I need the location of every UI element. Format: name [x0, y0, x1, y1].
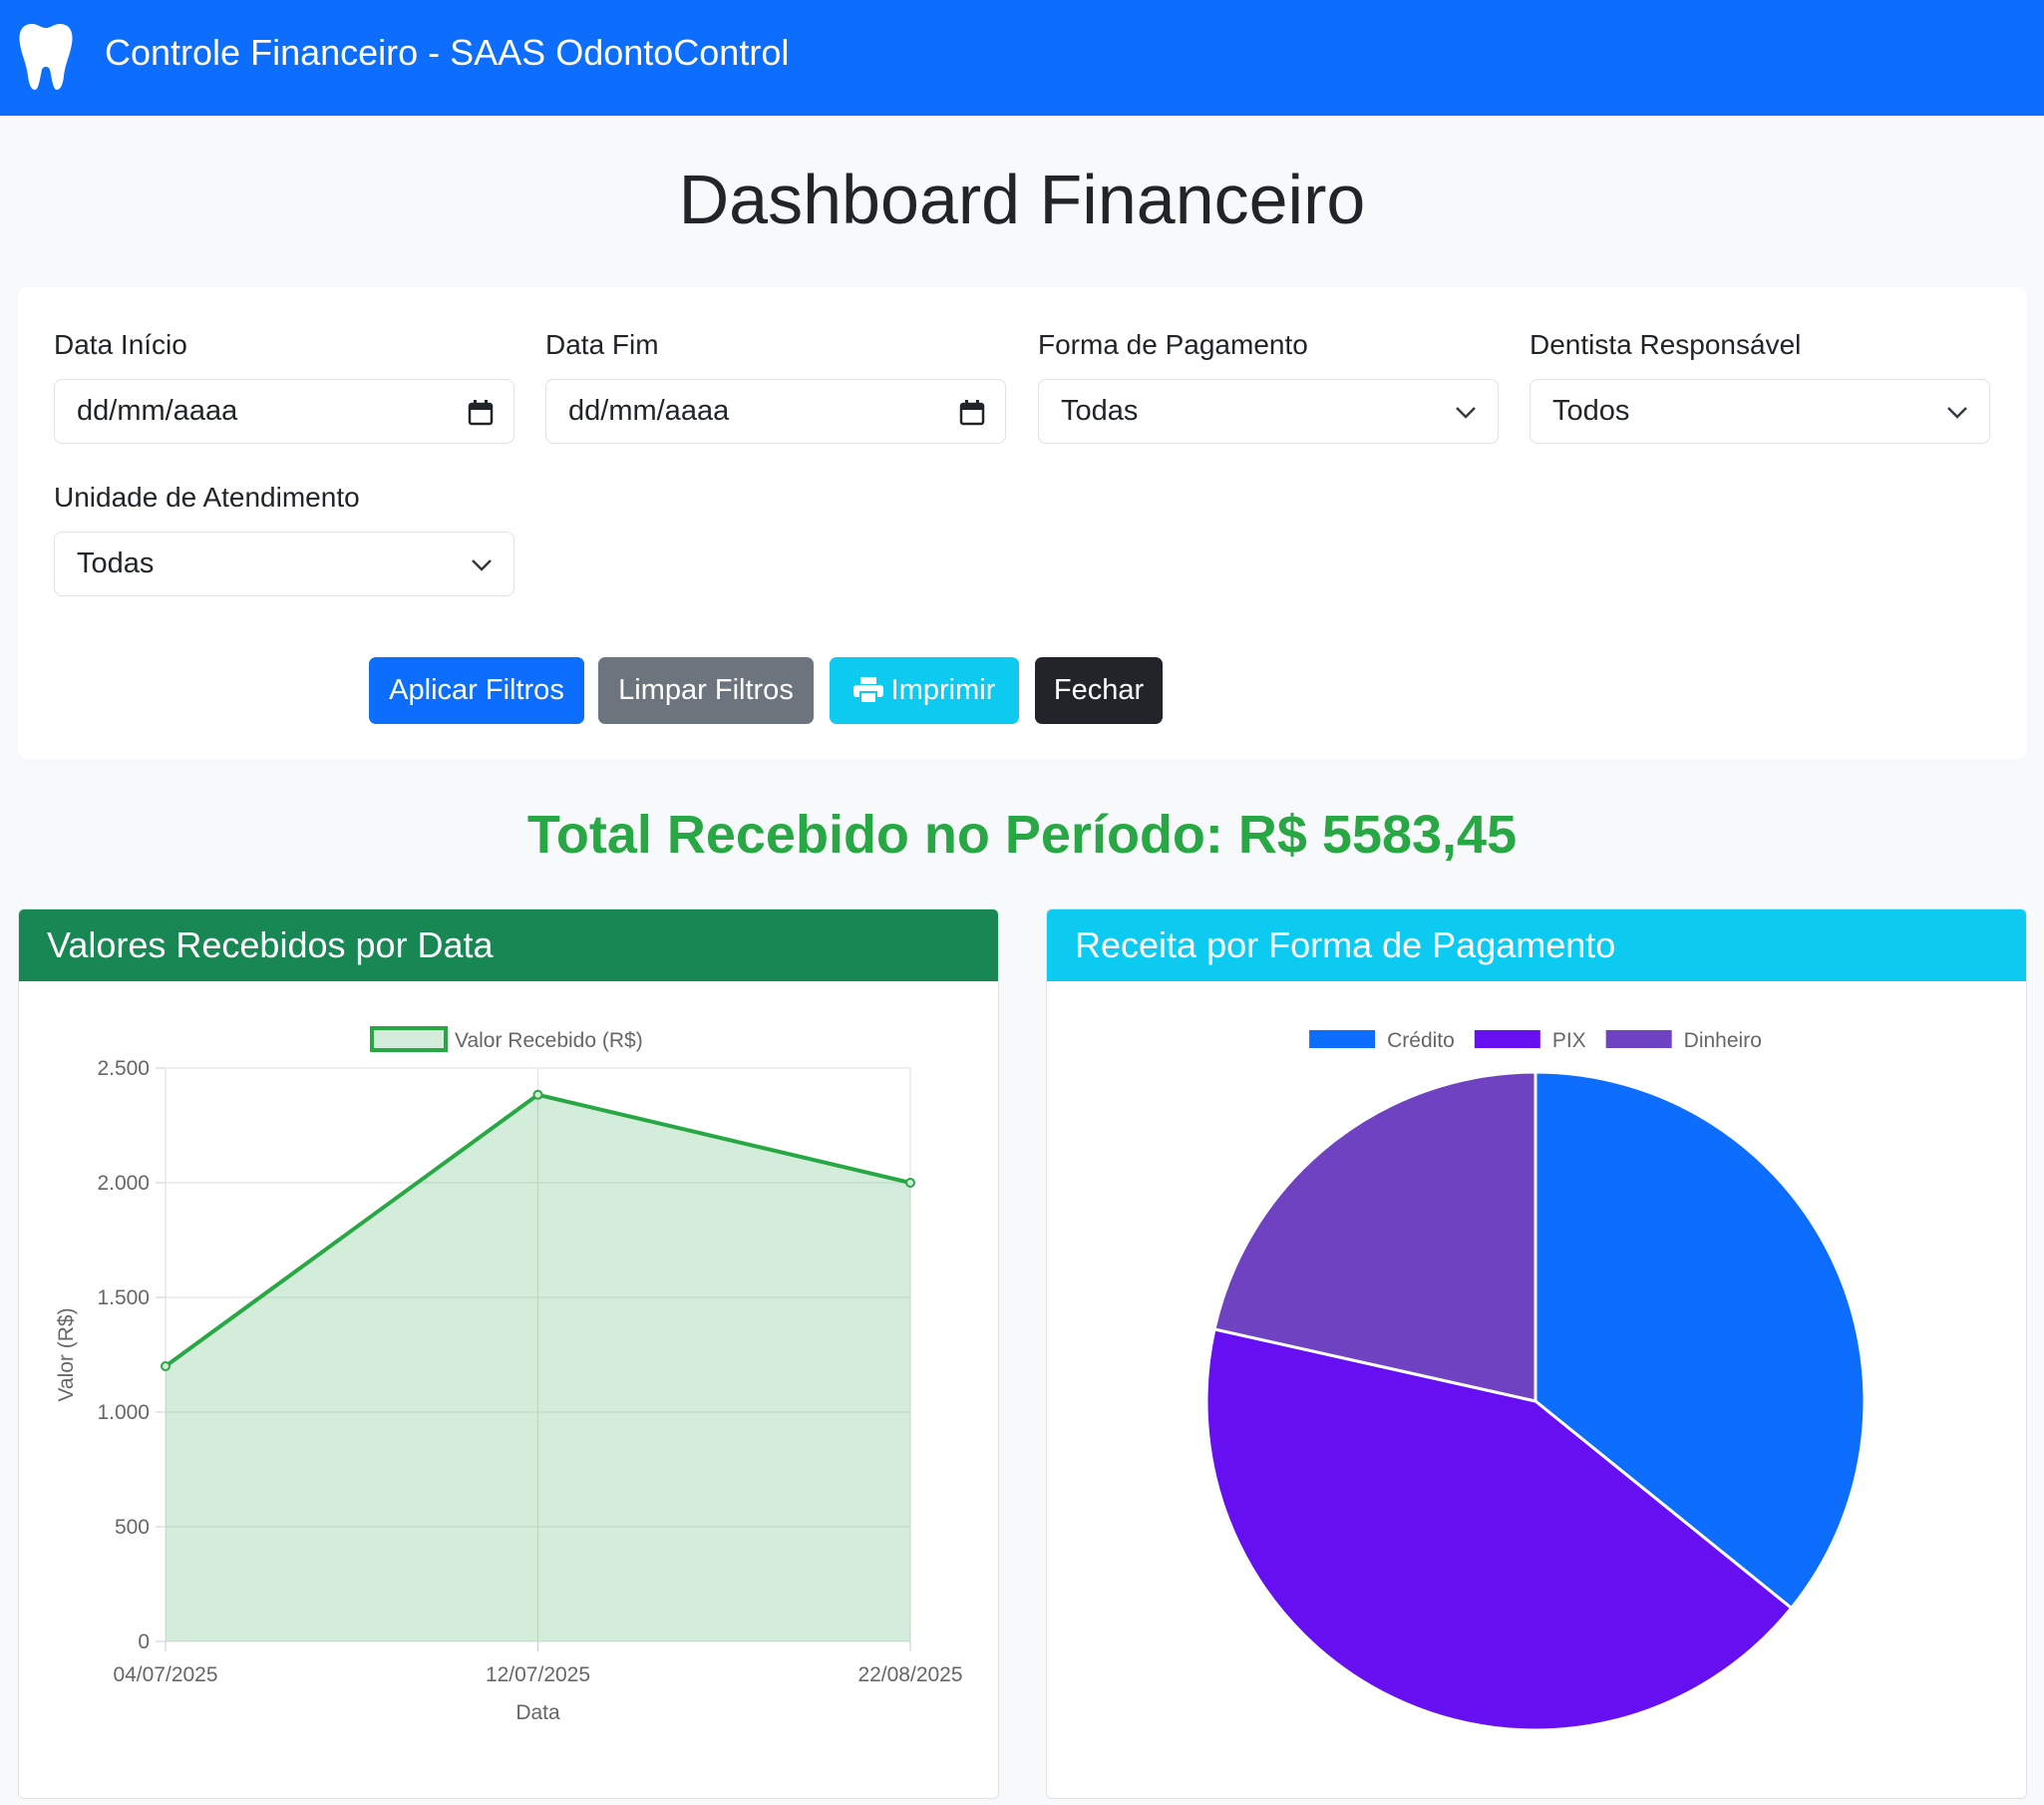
y-tick-label: 1.500: [97, 1286, 150, 1309]
x-axis-title: Data: [515, 1701, 560, 1724]
page-title: Dashboard Financeiro: [678, 161, 1366, 238]
date-input[interactable]: dd/mm/aaaa: [54, 379, 514, 444]
card-title: Receita por Forma de Pagamento: [1047, 909, 2026, 981]
navbar: Controle Financeiro - SAAS OdontoControl: [0, 0, 2044, 116]
y-tick-label: 0: [138, 1630, 150, 1653]
card-title: Valores Recebidos por Data: [19, 909, 998, 981]
pie-slice: [1212, 1070, 1537, 1403]
close-button[interactable]: Fechar: [1035, 657, 1163, 724]
calendar-icon: [959, 400, 985, 426]
y-tick-label: 2.500: [97, 1057, 150, 1080]
filter-label: Unidade de Atendimento: [54, 482, 360, 513]
y-tick-label: 2.000: [97, 1172, 150, 1195]
y-tick-label: 1.000: [97, 1401, 150, 1424]
select[interactable]: Todas: [54, 532, 514, 596]
tooth-icon: [19, 24, 73, 90]
area: [166, 1094, 910, 1641]
y-axis-title: Valor (R$): [55, 1307, 78, 1401]
pie-slice: [1533, 1070, 1867, 1611]
filter-label: Forma de Pagamento: [1038, 329, 1308, 360]
pie-slice: [1204, 1327, 1794, 1732]
printer-icon: [852, 677, 883, 704]
filter-label: Data Fim: [545, 329, 659, 360]
legend-label: Valor Recebido (R$): [455, 1029, 643, 1052]
legend-swatch: [1605, 1030, 1672, 1048]
input-value: Todas: [77, 547, 155, 579]
select[interactable]: Todos: [1530, 379, 1990, 444]
apply-button[interactable]: Aplicar Filtros: [369, 657, 584, 724]
legend-swatch: [1309, 1030, 1376, 1048]
input-value: dd/mm/aaaa: [77, 395, 238, 427]
legend-swatch: [1474, 1030, 1540, 1048]
legend-label: PIX: [1552, 1029, 1586, 1052]
calendar-icon: [468, 400, 494, 426]
input-value: dd/mm/aaaa: [568, 395, 730, 427]
filter-card: [18, 287, 2027, 759]
x-tick-label: 04/07/2025: [113, 1663, 217, 1686]
x-tick-label: 12/07/2025: [486, 1663, 590, 1686]
button-label: Imprimir: [890, 674, 996, 706]
chevron-icon: [1456, 407, 1476, 419]
print-button[interactable]: Imprimir: [830, 657, 1019, 724]
chevron-icon: [1947, 407, 1967, 419]
input-value: Todos: [1552, 395, 1630, 427]
app-title: Controle Financeiro - SAAS OdontoControl: [105, 32, 790, 73]
date-input[interactable]: dd/mm/aaaa: [545, 379, 1006, 444]
chevron-icon: [472, 559, 492, 571]
legend-label: Crédito: [1387, 1029, 1455, 1052]
filter-label: Dentista Responsável: [1530, 329, 1802, 360]
input-value: Todas: [1061, 395, 1139, 427]
legend-label: Dinheiro: [1684, 1029, 1762, 1052]
point: [161, 1361, 170, 1371]
point: [905, 1178, 915, 1188]
select[interactable]: Todas: [1038, 379, 1499, 444]
y-tick-label: 500: [115, 1516, 150, 1539]
point: [532, 1089, 543, 1100]
total-received: Total Recebido no Período: R$ 5583,45: [526, 805, 1518, 865]
filter-label: Data Início: [54, 329, 187, 360]
clear-button[interactable]: Limpar Filtros: [598, 657, 814, 724]
x-tick-label: 22/08/2025: [857, 1663, 962, 1686]
legend-swatch: [370, 1026, 448, 1052]
